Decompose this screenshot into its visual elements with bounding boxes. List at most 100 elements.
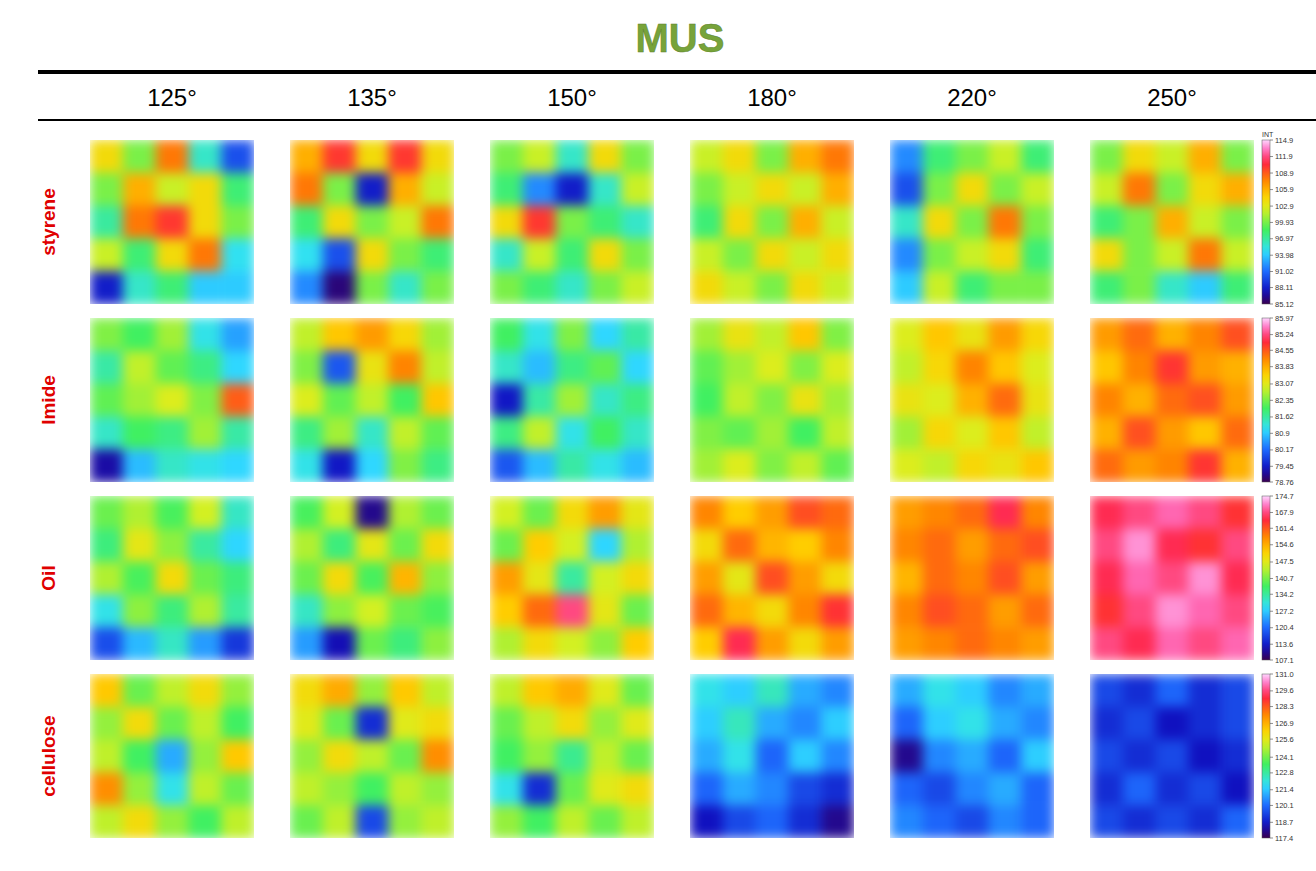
colorbar-tick-label: 105.9 <box>1275 185 1294 194</box>
map-cell <box>890 740 923 773</box>
map-cell <box>723 805 756 838</box>
map-cell <box>356 351 389 384</box>
map-cell <box>723 707 756 740</box>
map-cell <box>221 271 254 304</box>
colorbar-tick <box>1270 739 1273 740</box>
map-panel <box>290 674 454 838</box>
colorbar-tick <box>1270 206 1273 207</box>
colorbar-tick-label: 88.11 <box>1275 283 1293 292</box>
map-cell <box>756 594 789 627</box>
map-cell <box>988 529 1021 562</box>
map-cell <box>356 594 389 627</box>
colorbar-tick-label: 120.4 <box>1275 623 1294 632</box>
map-cell <box>556 173 589 206</box>
map-cell <box>156 496 189 529</box>
colorbar-tick <box>1270 318 1273 319</box>
map-cell <box>621 318 654 351</box>
map-cell <box>988 238 1021 271</box>
map-cell <box>490 594 523 627</box>
map-cell <box>523 772 556 805</box>
map-cell <box>388 772 421 805</box>
map-panel <box>890 318 1054 482</box>
map-cell <box>1156 529 1189 562</box>
colorbar-tick-label: 167.9 <box>1275 508 1294 517</box>
map-cell <box>1221 206 1254 239</box>
map-cell <box>188 318 221 351</box>
map-cell <box>956 140 989 173</box>
map-cell <box>421 674 454 707</box>
map-cell <box>323 238 356 271</box>
map-cell <box>988 271 1021 304</box>
map-cell <box>988 173 1021 206</box>
map-cell <box>890 318 923 351</box>
map-cell <box>421 740 454 773</box>
map-cell <box>490 674 523 707</box>
map-cell <box>956 496 989 529</box>
map-cell <box>788 562 821 595</box>
colorbar-tick-label: 128.3 <box>1275 702 1294 711</box>
map-cell <box>1156 173 1189 206</box>
map-cell <box>621 627 654 660</box>
map-cell <box>1188 384 1221 417</box>
map-cells <box>490 674 654 838</box>
map-cell <box>890 805 923 838</box>
map-cell <box>556 271 589 304</box>
map-cell <box>756 173 789 206</box>
map-panel <box>690 674 854 838</box>
map-cell <box>556 674 589 707</box>
map-cell <box>421 238 454 271</box>
map-cell <box>588 318 621 351</box>
map-cell <box>421 140 454 173</box>
map-cell <box>323 529 356 562</box>
map-cell <box>90 173 123 206</box>
colorbar-tick-label: 79.45 <box>1275 462 1294 471</box>
map-cell <box>221 384 254 417</box>
colorbar-tick-label: 85.12 <box>1275 300 1294 309</box>
map-cells <box>290 674 454 838</box>
map-cell <box>788 805 821 838</box>
map-cell <box>788 318 821 351</box>
map-cell <box>890 416 923 449</box>
map-panel <box>290 496 454 660</box>
map-cell <box>621 805 654 838</box>
map-panel <box>490 496 654 660</box>
map-cell <box>1123 416 1156 449</box>
map-cell <box>1188 318 1221 351</box>
map-cell <box>1156 740 1189 773</box>
map-cell <box>821 627 854 660</box>
map-cells <box>1090 140 1254 304</box>
map-cell <box>1123 805 1156 838</box>
map-cell <box>1021 529 1054 562</box>
colorbar-tick-label: 83.83 <box>1275 362 1294 371</box>
map-cell <box>1221 271 1254 304</box>
map-cell <box>788 529 821 562</box>
map-cell <box>356 496 389 529</box>
map-cell <box>123 271 156 304</box>
map-cell <box>323 707 356 740</box>
map-cell <box>956 351 989 384</box>
map-cell <box>556 206 589 239</box>
map-cell <box>1188 740 1221 773</box>
map-cell <box>1156 805 1189 838</box>
map-cell <box>356 416 389 449</box>
map-cell <box>421 318 454 351</box>
map-cell <box>356 384 389 417</box>
map-cell <box>388 674 421 707</box>
colorbar <box>1262 140 1270 304</box>
colorbar-tick <box>1270 706 1273 707</box>
map-cell <box>923 707 956 740</box>
map-cell <box>490 318 523 351</box>
colorbar-tick-label: 129.6 <box>1275 686 1294 695</box>
colorbar-tick <box>1270 578 1273 579</box>
map-cell <box>123 351 156 384</box>
map-cell <box>290 206 323 239</box>
map-cell <box>290 416 323 449</box>
map-cell <box>523 206 556 239</box>
map-cell <box>188 707 221 740</box>
map-panel <box>90 140 254 304</box>
colorbar-tick-label: 174.7 <box>1275 492 1294 501</box>
map-cells <box>290 318 454 482</box>
map-cell <box>923 562 956 595</box>
map-cell <box>1156 271 1189 304</box>
map-cell <box>356 206 389 239</box>
